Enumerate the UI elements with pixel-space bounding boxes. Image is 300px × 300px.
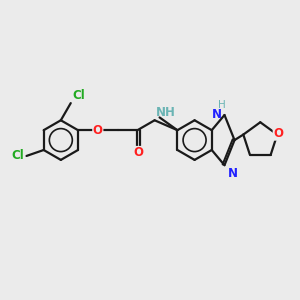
Text: O: O	[273, 127, 283, 140]
Text: O: O	[93, 124, 103, 137]
Text: N: N	[227, 167, 238, 180]
Text: NH: NH	[156, 106, 176, 119]
Text: N: N	[212, 107, 221, 121]
Text: Cl: Cl	[73, 89, 85, 102]
Text: O: O	[134, 146, 143, 160]
Text: H: H	[218, 100, 225, 110]
Text: Cl: Cl	[12, 149, 25, 162]
